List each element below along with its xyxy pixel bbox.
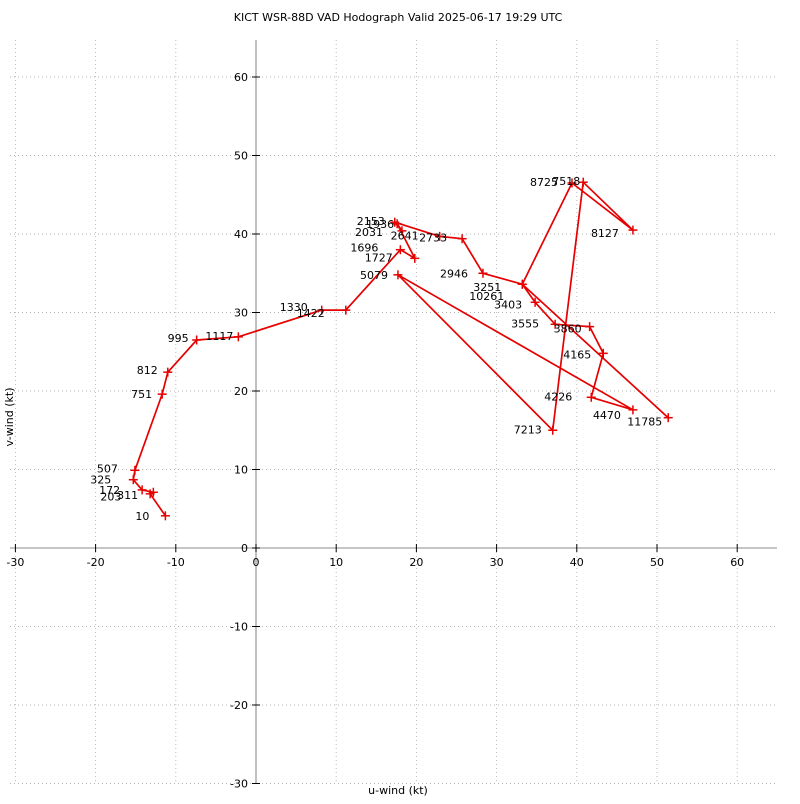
data-point-marker — [517, 279, 527, 289]
height-label: 2733 — [419, 232, 447, 245]
height-label: 7213 — [514, 423, 542, 436]
zero-axes — [10, 40, 777, 784]
height-label: 1330 — [280, 301, 308, 314]
height-label: 2641 — [391, 229, 419, 242]
data-point-marker — [137, 485, 147, 495]
height-label: 507 — [97, 462, 118, 475]
y-tick-label: -20 — [230, 699, 248, 712]
data-point-marker — [598, 348, 608, 358]
data-point-marker — [567, 178, 577, 188]
data-point-marker — [341, 305, 351, 315]
y-tick-label: 10 — [234, 464, 248, 477]
axis-ticks — [14, 76, 738, 784]
data-point-marker — [457, 234, 467, 244]
height-label: 4226 — [544, 390, 572, 403]
data-point-marker — [148, 487, 158, 497]
data-point-marker — [192, 335, 202, 345]
y-tick-label: -30 — [230, 778, 248, 791]
height-label: 3555 — [511, 317, 539, 330]
height-label: 3403 — [494, 298, 522, 311]
height-label: 5079 — [360, 269, 388, 282]
data-point-marker — [130, 465, 140, 475]
height-label: 172 — [99, 484, 120, 497]
x-axis-label: u-wind (kt) — [368, 784, 428, 797]
height-label: 10261 — [469, 290, 504, 303]
y-axis-label: v-wind (kt) — [3, 388, 16, 447]
data-point-marker — [628, 405, 638, 415]
height-label: 7518 — [552, 175, 580, 188]
chart-title: KICT WSR-88D VAD Hodograph Valid 2025-06… — [234, 11, 563, 24]
data-point-marker — [393, 270, 403, 280]
height-label: 3251 — [473, 281, 501, 294]
height-label: 10 — [135, 510, 149, 523]
x-tick-label: 30 — [490, 556, 504, 569]
data-point-marker — [397, 226, 407, 236]
data-point-marker — [548, 425, 558, 435]
y-tick-label: 0 — [241, 542, 248, 555]
height-label: 203 — [100, 490, 121, 503]
height-label: 2031 — [355, 226, 383, 239]
x-tick-label: 20 — [409, 556, 423, 569]
y-tick-label: 60 — [234, 71, 248, 84]
y-tick-label: 40 — [234, 228, 248, 241]
data-point-marker — [390, 217, 400, 227]
height-label: 8725 — [530, 176, 558, 189]
hodograph-line — [132, 181, 670, 517]
data-point-marker — [163, 367, 173, 377]
x-tick-label: 50 — [650, 556, 664, 569]
data-point-marker — [317, 305, 327, 315]
data-point-marker — [663, 413, 673, 423]
data-point-marker — [478, 268, 488, 278]
height-label: 1422 — [297, 307, 325, 320]
height-label: 1936 — [366, 218, 394, 231]
x-tick-label: 60 — [730, 556, 744, 569]
x-tick-label: -10 — [167, 556, 185, 569]
data-point-marker — [395, 245, 405, 255]
data-point-marker — [410, 253, 420, 263]
data-point-marker — [160, 511, 170, 521]
height-label: 3860 — [554, 323, 582, 336]
height-label: 11785 — [627, 416, 662, 429]
height-label: 325 — [90, 474, 111, 487]
x-tick-label: -30 — [6, 556, 24, 569]
height-label: 1727 — [365, 251, 393, 264]
x-tick-label: 10 — [329, 556, 343, 569]
data-point-marker — [157, 389, 167, 399]
height-label: 311 — [117, 489, 138, 502]
data-point-marker — [550, 319, 560, 329]
x-tick-label: 0 — [253, 556, 260, 569]
height-label: 4165 — [563, 348, 591, 361]
height-label: 812 — [137, 364, 158, 377]
x-tick-label: 40 — [570, 556, 584, 569]
data-point-marker — [233, 332, 243, 342]
height-label: 2153 — [357, 215, 385, 228]
x-tick-label: -20 — [87, 556, 105, 569]
y-tick-label: 20 — [234, 385, 248, 398]
height-label: 8127 — [591, 227, 619, 240]
data-point-marker — [128, 475, 138, 485]
data-point-marker — [628, 225, 638, 235]
y-tick-label: 30 — [234, 307, 248, 320]
height-label: 2946 — [440, 267, 468, 280]
height-label: 4470 — [593, 409, 621, 422]
height-label: 995 — [168, 332, 189, 345]
y-tick-label: -10 — [230, 621, 248, 634]
height-label: 1696 — [350, 242, 378, 255]
height-label: 1117 — [205, 330, 233, 343]
y-tick-label: 50 — [234, 150, 248, 163]
data-point-marker — [585, 322, 595, 332]
data-point-marker — [586, 392, 596, 402]
data-point-marker — [578, 177, 588, 187]
hodograph-series — [128, 177, 673, 521]
axis-tick-labels: -30 -20 -10 0 10 20 30 40 50 60 -30 -20 -10 0 10 20 30 40… — [6, 71, 744, 791]
data-point-marker — [435, 231, 445, 241]
height-label: 751 — [131, 388, 152, 401]
data-point-marker — [530, 297, 540, 307]
